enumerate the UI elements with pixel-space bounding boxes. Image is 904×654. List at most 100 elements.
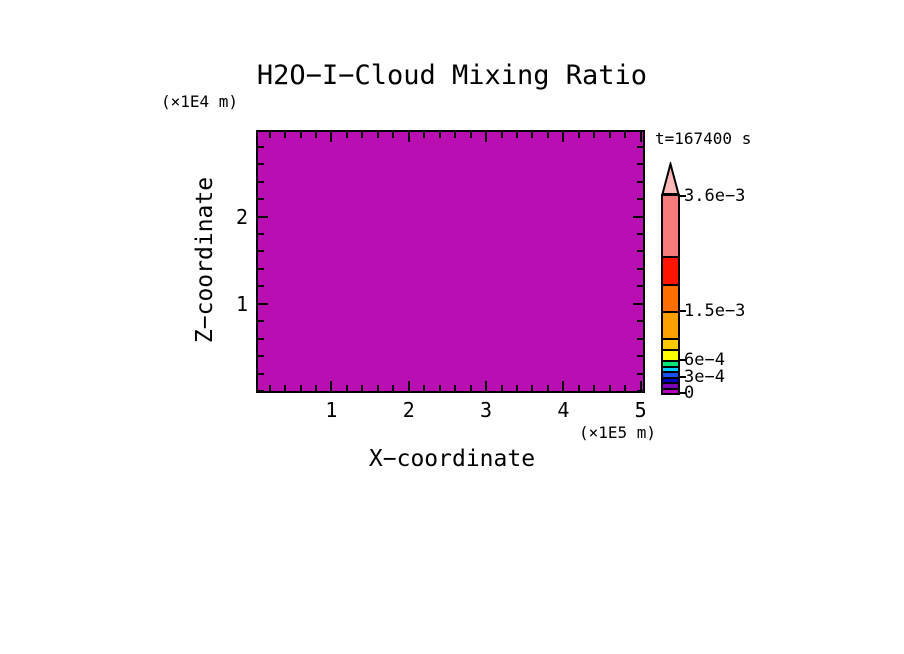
axis-tick: [377, 132, 379, 138]
axis-tick: [258, 373, 264, 375]
colorbar-level-tick: [680, 375, 686, 378]
colorbar-label: 0: [684, 383, 695, 403]
axis-tick: [258, 198, 264, 200]
axis-tick: [258, 285, 264, 287]
axis-tick: [485, 381, 487, 391]
z-axis-units: (×1E4 m): [161, 92, 239, 111]
axis-tick: [346, 385, 348, 391]
x-axis-title: X−coordinate: [368, 446, 536, 472]
axis-tick: [330, 132, 332, 142]
axis-tick: [258, 268, 264, 270]
time-annotation: t=167400 s: [655, 129, 752, 148]
z-tick-label: 2: [235, 204, 248, 229]
colorbar: [661, 194, 680, 395]
axis-tick: [392, 132, 394, 138]
axis-tick: [258, 250, 264, 252]
colorbar-level-tick: [680, 195, 686, 197]
axis-tick: [284, 132, 286, 138]
plot-area: [256, 130, 645, 393]
axis-tick: [439, 385, 441, 391]
axis-tick: [258, 216, 268, 218]
axis-tick: [439, 132, 441, 138]
axis-tick: [258, 146, 264, 148]
axis-tick: [578, 385, 580, 391]
axis-tick: [637, 250, 643, 252]
colorbar-segment: [663, 360, 678, 366]
z-axis-title: Z−coordinate: [192, 176, 218, 344]
axis-tick: [633, 216, 643, 218]
axis-tick: [258, 390, 264, 392]
axis-tick: [637, 268, 643, 270]
axis-tick: [269, 132, 271, 138]
colorbar-segment: [663, 376, 678, 383]
colorbar-arrow-icon: [661, 162, 680, 195]
axis-tick: [485, 132, 487, 142]
colorbar-segment: [663, 387, 678, 393]
axis-tick: [637, 338, 643, 340]
colorbar-label: 3.6e−3: [684, 186, 746, 206]
axis-tick: [258, 233, 264, 235]
axis-tick: [423, 385, 425, 391]
colorbar-label: 3e−4: [684, 366, 725, 387]
axis-tick: [624, 132, 626, 138]
axis-tick: [454, 385, 456, 391]
axis-tick: [501, 132, 503, 138]
colorbar-segment: [663, 371, 678, 377]
axis-tick: [346, 132, 348, 138]
colorbar-level-tick: [680, 359, 686, 362]
axis-tick: [361, 385, 363, 391]
axis-tick: [408, 132, 410, 142]
axis-tick: [284, 385, 286, 391]
axis-tick: [547, 385, 549, 391]
axis-tick: [501, 385, 503, 391]
colorbar-segment: [663, 349, 678, 361]
axis-tick: [423, 132, 425, 138]
colorbar-segment: [663, 310, 678, 339]
axis-tick: [562, 381, 564, 391]
colorbar-segment: [663, 338, 678, 350]
axis-tick: [531, 132, 533, 138]
x-tick-label: 2: [402, 398, 415, 422]
axis-tick: [547, 132, 549, 138]
x-tick-label: 4: [557, 398, 570, 422]
axis-tick: [640, 381, 642, 391]
axis-tick: [258, 163, 264, 165]
axis-tick: [624, 385, 626, 391]
axis-tick: [361, 132, 363, 138]
colorbar-level-tick: [680, 392, 686, 394]
axis-tick: [258, 181, 264, 183]
axis-tick: [593, 385, 595, 391]
axis-tick: [454, 132, 456, 138]
colorbar-level-tick: [680, 309, 686, 312]
axis-tick: [300, 385, 302, 391]
axis-tick: [315, 385, 317, 391]
x-axis-units: (×1E5 m): [578, 423, 656, 442]
axis-tick: [516, 385, 518, 391]
axis-tick: [637, 233, 643, 235]
z-tick-label: 1: [235, 291, 248, 316]
axis-tick: [330, 381, 332, 391]
x-tick-label: 3: [480, 398, 493, 422]
axis-tick: [300, 132, 302, 138]
axis-tick: [609, 385, 611, 391]
axis-tick: [609, 132, 611, 138]
axis-tick: [470, 132, 472, 138]
colorbar-segment: [663, 382, 678, 388]
colorbar-label: 6e−4: [684, 350, 725, 371]
chart-title: H2O−I−Cloud Mixing Ratio: [256, 60, 648, 91]
axis-tick: [637, 163, 643, 165]
colorbar-segment: [663, 196, 678, 257]
axis-tick: [470, 385, 472, 391]
axis-tick: [408, 381, 410, 391]
axis-tick: [258, 320, 264, 322]
x-tick-label: 1: [325, 398, 338, 422]
axis-tick: [315, 132, 317, 138]
colorbar-segment: [663, 256, 678, 284]
colorbar-segment: [663, 283, 678, 311]
axis-tick: [269, 385, 271, 391]
axis-tick: [637, 355, 643, 357]
axis-tick: [637, 285, 643, 287]
axis-tick: [637, 320, 643, 322]
colorbar-label: 1.5e−3: [684, 300, 746, 321]
